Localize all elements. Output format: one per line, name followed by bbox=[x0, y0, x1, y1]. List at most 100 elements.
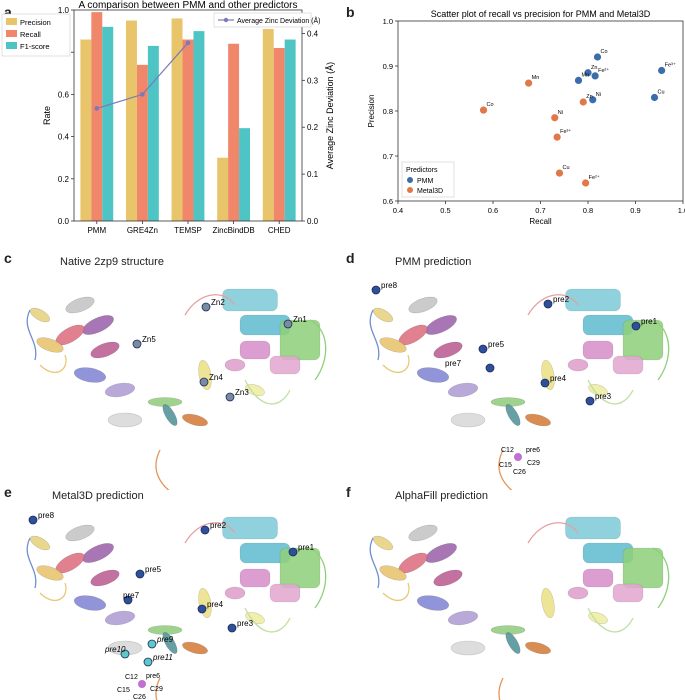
legend-line-box bbox=[213, 12, 312, 28]
y-tick-label: 0.4 bbox=[58, 133, 70, 142]
y2-tick-label: 0.3 bbox=[307, 76, 319, 85]
metal-site-0 bbox=[201, 302, 211, 312]
loop-5 bbox=[382, 582, 410, 602]
helix-8 bbox=[107, 412, 143, 428]
x-tick-label: ZincBindDB bbox=[212, 226, 254, 235]
scatter-point-pmm-3 bbox=[574, 76, 583, 84]
loop-4 bbox=[244, 379, 291, 405]
metal-site-label: pre8 bbox=[38, 511, 55, 520]
metal-site-0 bbox=[371, 285, 381, 295]
legend-label-0: PMM bbox=[417, 178, 434, 185]
helix-11 bbox=[182, 641, 208, 655]
helix-5 bbox=[372, 307, 394, 323]
metal-site-1 bbox=[200, 525, 210, 535]
scatter-point-metal3d-1 bbox=[479, 106, 488, 114]
sheet-3 bbox=[612, 355, 644, 375]
helix-7 bbox=[104, 382, 136, 398]
y-axis-label: Rate bbox=[42, 106, 52, 125]
metal-site-1 bbox=[283, 319, 293, 329]
helix-5 bbox=[29, 307, 51, 323]
sheet-0 bbox=[222, 288, 278, 312]
helix-4 bbox=[379, 565, 407, 581]
loop-0 bbox=[369, 537, 380, 589]
y-tick-label: 1.0 bbox=[383, 17, 393, 26]
helix-0 bbox=[65, 296, 95, 314]
helix-13 bbox=[245, 611, 265, 625]
helix-6 bbox=[73, 367, 107, 383]
loop-3 bbox=[652, 319, 670, 381]
metal-site-4 bbox=[123, 595, 133, 605]
metal-site-0 bbox=[147, 639, 157, 649]
scatter-point-label: Co bbox=[601, 49, 608, 55]
structure-title-e: Metal3D prediction bbox=[52, 490, 144, 502]
helix-5 bbox=[372, 535, 394, 551]
metal-site-1 bbox=[120, 649, 130, 659]
loop-5 bbox=[39, 582, 67, 602]
line-point-1 bbox=[140, 92, 145, 97]
scatter-point-label: Fe³⁺ bbox=[560, 128, 571, 135]
sheet-2 bbox=[622, 319, 664, 361]
scatter-point-metal3d-5 bbox=[555, 169, 564, 177]
metal-site-label: pre3 bbox=[237, 619, 254, 628]
protein-structure-metal3d: pre8 pre2 pre1 pre5 pre7 pre4 pre3 pre9 pre10 pre… bbox=[26, 511, 327, 700]
metal-site-label: Zn1 bbox=[293, 315, 307, 324]
y2-tick-label: 0.4 bbox=[307, 29, 319, 38]
x-tick-label: 0.4 bbox=[393, 206, 403, 215]
helix-11 bbox=[525, 641, 551, 655]
loop-5 bbox=[382, 354, 410, 374]
helix-6 bbox=[73, 595, 107, 611]
legend-line: Average Zinc Deviation (Å) bbox=[213, 12, 321, 28]
legend-line-label: Average Zinc Deviation (Å) bbox=[237, 16, 321, 25]
y-tick-label: 0.9 bbox=[383, 62, 393, 71]
legend-title: Predictors bbox=[406, 167, 438, 174]
x-tick-label: CHED bbox=[268, 226, 291, 235]
x-tick-label: 1.0 bbox=[678, 206, 685, 215]
helix-1 bbox=[82, 315, 114, 335]
panel-letter-c: c bbox=[4, 250, 12, 266]
sheet-3 bbox=[269, 583, 301, 603]
sheet-0 bbox=[565, 516, 621, 540]
helix-13 bbox=[245, 383, 265, 397]
residue-label: C26 bbox=[513, 469, 526, 476]
metal-site-2 bbox=[631, 321, 641, 331]
bar-precision-3 bbox=[217, 157, 229, 221]
y-tick-label: 0.2 bbox=[58, 175, 70, 184]
scatter-point-label: Ni bbox=[558, 110, 563, 116]
helix-1 bbox=[425, 315, 457, 335]
metal-site-label: Zn4 bbox=[209, 373, 223, 382]
bar-f1-score-4 bbox=[284, 39, 296, 221]
scatter-point-label: Fe²⁺ bbox=[598, 67, 609, 74]
residue-label: pre6 bbox=[526, 447, 540, 454]
residue-label: pre6 bbox=[146, 673, 160, 680]
y-tick-label: 0.7 bbox=[383, 152, 393, 161]
legend-predictors: Predictors PMM Metal3D bbox=[401, 161, 455, 198]
scatter-point-label: Fe²⁺ bbox=[589, 174, 600, 181]
helix-3 bbox=[433, 569, 463, 587]
loop-4 bbox=[244, 607, 291, 633]
line-point-2 bbox=[185, 40, 191, 46]
helix-10 bbox=[162, 404, 178, 426]
chart-a-title: A comparison between PMM and other predi… bbox=[79, 0, 298, 11]
metal-site-6 bbox=[227, 623, 237, 633]
y-tick-label: 1.0 bbox=[58, 6, 70, 15]
panel-letter-e: e bbox=[4, 484, 12, 500]
helix-0 bbox=[65, 524, 95, 542]
x-tick-label: 0.8 bbox=[583, 206, 593, 215]
helix-11 bbox=[182, 413, 208, 427]
sheet-4 bbox=[582, 340, 614, 360]
bar-f1-score-1 bbox=[147, 45, 159, 222]
metal-site-4 bbox=[485, 363, 495, 373]
scatter-point-label: Cu bbox=[658, 90, 665, 96]
helix-3 bbox=[433, 341, 463, 359]
helix-8 bbox=[450, 640, 486, 656]
helix-5 bbox=[29, 535, 51, 551]
bar-recall-1 bbox=[136, 64, 148, 221]
metal-site-label: pre1 bbox=[298, 543, 315, 552]
loop-5 bbox=[39, 354, 67, 374]
bar-f1-score-3 bbox=[239, 128, 251, 221]
protein-cartoon bbox=[369, 516, 670, 700]
scatter-point-label: Zn bbox=[591, 65, 597, 71]
loop-2 bbox=[155, 449, 170, 490]
scatter-point-pmm-4 bbox=[589, 96, 597, 104]
loop-3 bbox=[309, 319, 327, 381]
